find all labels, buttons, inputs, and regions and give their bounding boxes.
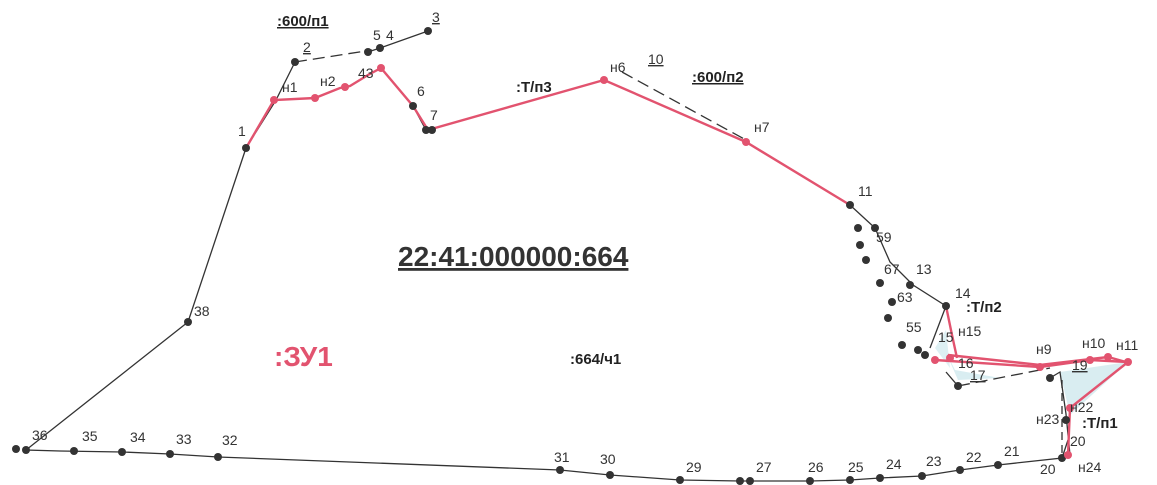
label-point-2: 2	[303, 39, 311, 55]
label-point-43: 43	[358, 65, 374, 81]
existing-boundary-ne	[849, 204, 947, 349]
new-boundary-line	[244, 66, 851, 207]
label-point-14: 14	[955, 285, 971, 301]
label-point-27: 27	[756, 459, 772, 475]
label-point-n23: н23	[1036, 411, 1060, 427]
cadastral-number: 22:41:000000:664	[398, 241, 629, 272]
label-point-3: 3	[432, 9, 440, 25]
label-point-4: 4	[386, 27, 394, 43]
label-point-20a: 20	[1070, 433, 1086, 449]
dashed-line-2-5	[294, 49, 373, 63]
label-point-24: 24	[886, 456, 902, 472]
tag-t-p3: :Т/п3	[516, 79, 552, 96]
label-point-n15: н15	[958, 323, 982, 339]
tag-t-p2: :Т/п2	[966, 299, 1002, 316]
part-label: :664/ч1	[570, 351, 621, 368]
label-point-31: 31	[554, 449, 570, 465]
new-points	[270, 64, 1132, 459]
label-point-n24: н24	[1078, 459, 1102, 475]
label-point-n6: н6	[610, 59, 626, 75]
label-point-38: 38	[194, 303, 210, 319]
label-point-67: 67	[884, 261, 900, 277]
label-point-6: 6	[417, 83, 425, 99]
label-point-16: 16	[958, 355, 974, 371]
dashed-line-17-19	[957, 367, 1051, 387]
label-point-55: 55	[906, 319, 922, 335]
label-point-21: 21	[1004, 443, 1020, 459]
tag-600-p2: :600/п2	[692, 69, 744, 86]
label-point-25: 25	[848, 459, 864, 475]
label-point-n10: н10	[1082, 335, 1106, 351]
label-point-23: 23	[926, 453, 942, 469]
label-point-17: 17	[970, 367, 986, 383]
label-point-22: 22	[966, 449, 982, 465]
label-point-11: 11	[858, 183, 873, 199]
label-point-n1: н1	[282, 79, 298, 95]
label-point-n11: н11	[1116, 337, 1138, 353]
label-point-15: 15	[938, 329, 954, 345]
label-point-30: 30	[600, 451, 616, 467]
label-point-13: 13	[916, 261, 932, 277]
label-point-33: 33	[176, 431, 192, 447]
label-point-29: 29	[686, 459, 702, 475]
label-point-5: 5	[373, 27, 381, 43]
new-parcel-label: :ЗУ1	[274, 341, 333, 372]
label-point-59: 59	[876, 229, 892, 245]
new-boundary-se	[934, 358, 1132, 456]
label-point-34: 34	[130, 429, 146, 445]
label-point-20b: 20	[1040, 461, 1056, 477]
dashed-line-n6-n7	[621, 71, 747, 141]
label-point-36: 36	[32, 427, 48, 443]
label-point-n2: н2	[320, 73, 336, 89]
tag-t-p1: :Т/п1	[1082, 415, 1118, 432]
label-point-7: 7	[430, 107, 438, 123]
label-point-n9: н9	[1036, 341, 1052, 357]
label-point-26: 26	[808, 459, 824, 475]
label-point-n22: н22	[1070, 399, 1094, 415]
new-boundary-15	[944, 305, 959, 359]
label-point-32: 32	[222, 432, 238, 448]
tag-600-p1: :600/п1	[277, 13, 329, 30]
label-point-1: 1	[238, 123, 246, 139]
label-point-n7: н7	[754, 119, 770, 135]
new-boundary-se2	[947, 353, 1127, 367]
highlight-area-south	[945, 350, 1000, 380]
label-point-63: 63	[897, 289, 913, 305]
label-point-19: 19	[1072, 357, 1088, 373]
existing-points	[12, 27, 1070, 485]
label-point-10: 10	[648, 51, 664, 67]
label-point-35: 35	[82, 428, 98, 444]
